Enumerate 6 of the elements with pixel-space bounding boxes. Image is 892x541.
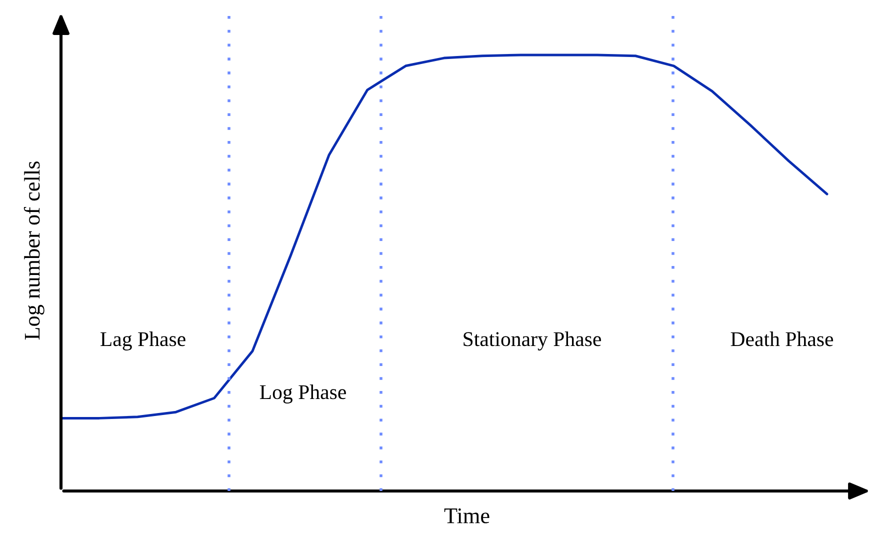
x-axis-title: Time [444,508,490,524]
annotation: Log Phase [260,384,346,404]
annotation: Death Phase [730,332,834,346]
y-axis-title: Log number of cells [24,162,44,340]
annotation: Lag Phase [100,332,186,350]
annotation: Stationary Phase [464,332,601,350]
